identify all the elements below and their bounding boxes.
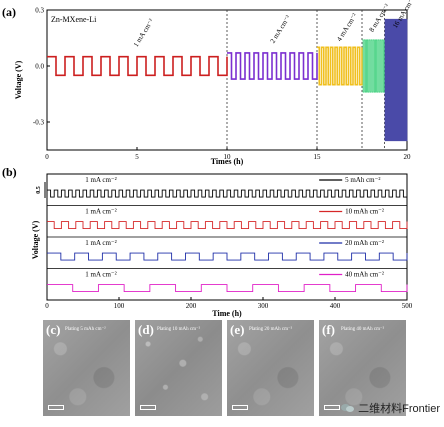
legend-label: 5 mAh cm⁻²: [345, 176, 380, 184]
y-tick-label: 0.3: [35, 7, 44, 15]
sem-texture: [43, 320, 130, 416]
panel-a-label: (a): [2, 5, 16, 19]
scale-bar: [48, 405, 64, 410]
panel-b: (b) Voltage (V) 0.5 Time (h) 1 mA cm⁻² 5 …: [2, 165, 413, 318]
row-current-label: 1 mA cm⁻²: [85, 239, 116, 247]
sem-caption: Plating 5 mAh cm⁻²: [65, 327, 106, 332]
sem-caption: Plating 40 mAh cm⁻²: [341, 327, 385, 332]
panel-a-xlabel: Times (h): [211, 157, 244, 166]
sem-label: (f): [322, 322, 335, 337]
legend-label: 40 mAh cm⁻²: [345, 271, 384, 279]
panel-a-ylabel: Voltage (V): [14, 60, 23, 99]
scale-bar: [140, 405, 156, 410]
x-tick-label: 300: [258, 302, 269, 310]
x-tick-label: 400: [330, 302, 341, 310]
panel-a: (a) Zn-MXene-Li Voltage (V) Times (h) 0 5…: [2, 0, 416, 166]
series-line-4: [47, 284, 408, 292]
scale-bar: [232, 405, 248, 410]
series-line-1: [47, 55, 228, 77]
segment-label: 2 mA cm⁻²: [269, 14, 292, 45]
watermark: 二维材料Frontier: [341, 400, 440, 416]
panel-a-sample-label: Zn-MXene-Li: [51, 15, 97, 24]
segment-label: 4 mA cm⁻²: [335, 12, 358, 43]
legend-label: 20 mAh cm⁻²: [345, 239, 384, 247]
watermark-text: 二维材料Frontier: [358, 403, 440, 415]
series-line-3: [317, 46, 363, 86]
series-line-1: [47, 189, 408, 198]
panel-b-xlabel: Time (h): [212, 309, 242, 318]
series-line-3: [47, 252, 408, 261]
y-tick-label: -0.3: [33, 119, 45, 127]
panel-b-label: (b): [2, 165, 17, 179]
x-tick-label: 5: [135, 153, 139, 161]
sem-image-f: (f) Plating 40 mAh cm⁻²: [319, 320, 406, 416]
scale-bar: [324, 405, 340, 410]
sem-image-d: (d) Plating 10 mAh cm⁻²: [135, 320, 222, 416]
row-current-label: 1 mA cm⁻²: [85, 208, 116, 216]
series-line-5: [384, 18, 408, 142]
panel-b-ylabel: Voltage (V): [31, 220, 40, 259]
sem-caption: Plating 10 mAh cm⁻²: [157, 327, 201, 332]
y-tick-label: 0.0: [35, 63, 44, 71]
sem-image-c: (c) Plating 5 mAh cm⁻²: [43, 320, 130, 416]
sem-image-e: (e) Plating 20 mAh cm⁻²: [227, 320, 314, 416]
sem-label: (c): [46, 322, 61, 337]
x-tick-label: 200: [186, 302, 197, 310]
x-tick-label: 500: [402, 302, 413, 310]
row-current-label: 1 mA cm⁻²: [85, 271, 116, 279]
series-line-2: [47, 221, 408, 229]
segment-label: 1 mA cm⁻²: [132, 17, 155, 48]
wechat-icon: [341, 403, 355, 413]
x-tick-label: 0: [45, 153, 49, 161]
sem-label: (d): [138, 322, 154, 337]
panel-b-scale-label: 0.5: [36, 186, 42, 194]
legend-label: 10 mAh cm⁻²: [345, 208, 384, 216]
sem-texture: [227, 320, 314, 416]
sem-caption: Plating 20 mAh cm⁻²: [249, 327, 293, 332]
figure: (a) Zn-MXene-Li Voltage (V) Times (h) 0 5…: [2, 0, 416, 318]
series-line-2: [227, 52, 318, 80]
x-tick-label: 0: [45, 302, 49, 310]
sem-texture: [135, 320, 222, 416]
row-current-label: 1 mA cm⁻²: [85, 176, 116, 184]
x-tick-label: 20: [404, 153, 412, 161]
x-tick-label: 100: [114, 302, 125, 310]
x-tick-label: 10: [224, 153, 232, 161]
series-line-4: [362, 39, 385, 93]
sem-label: (e): [230, 322, 245, 337]
x-tick-label: 15: [314, 153, 322, 161]
sem-texture: [319, 320, 406, 416]
